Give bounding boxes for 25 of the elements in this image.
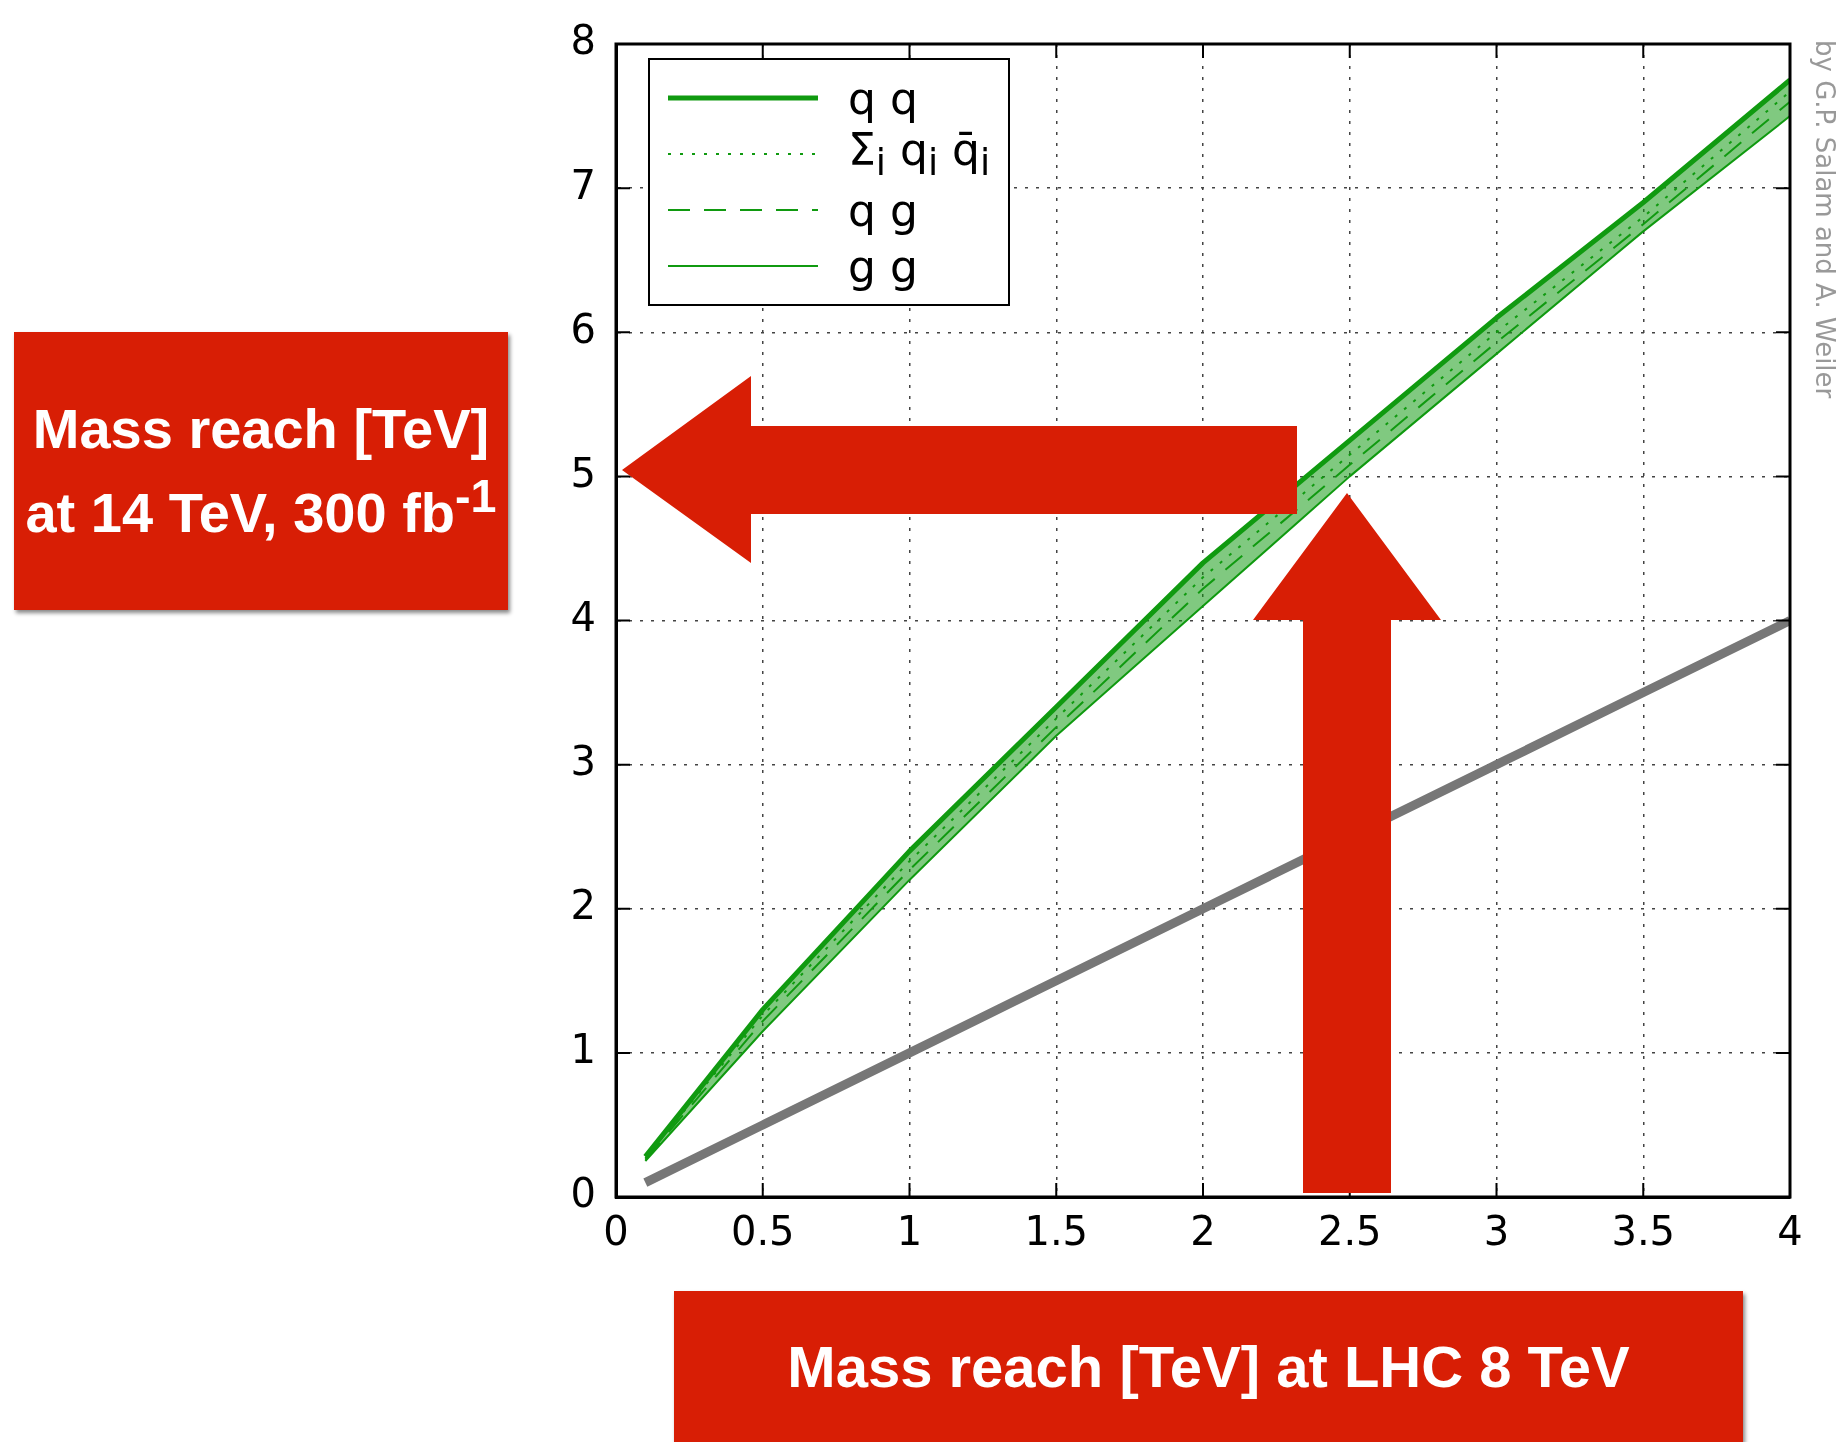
legend-label: q q [848,72,918,124]
y-tick-label: 4 [570,593,596,640]
x-tick-label: 3 [1483,1208,1510,1255]
y-tick-label: 3 [570,738,596,785]
x-axis-title: Mass reach [TeV] at LHC 8 TeV [787,1333,1630,1400]
legend-label: Σ$_{i}$ q$_{i}$ q̄$_{i}$ [848,124,991,184]
y-axis-title: Mass reach [TeV] at 14 TeV, 300 fb$^{-1}$ [24,395,498,546]
text: by G.P. Salam and A. Weiler [1809,40,1840,401]
y-tick-label: 6 [570,305,596,352]
y-tick-label: 8 [570,17,596,64]
legend-label: g g [848,240,918,292]
y-tick-label: 5 [570,449,596,496]
y-tick-label: 1 [570,1026,596,1073]
x-tick-label: 2 [1190,1208,1216,1255]
legend-label: q g [848,184,918,236]
y-tick-label: 0 [570,1170,596,1217]
x-tick-label: 1.5 [1024,1208,1089,1255]
x-tick-label: 2.5 [1317,1208,1382,1255]
y-tick-label: 7 [570,161,596,208]
x-tick-label: 0 [603,1208,629,1255]
x-tick-label: 4 [1777,1208,1803,1255]
y-tick-label: 2 [570,882,596,929]
x-tick-label: 3.5 [1611,1208,1676,1255]
x-tick-label: 0.5 [730,1208,795,1255]
x-tick-label: 1 [896,1208,923,1255]
